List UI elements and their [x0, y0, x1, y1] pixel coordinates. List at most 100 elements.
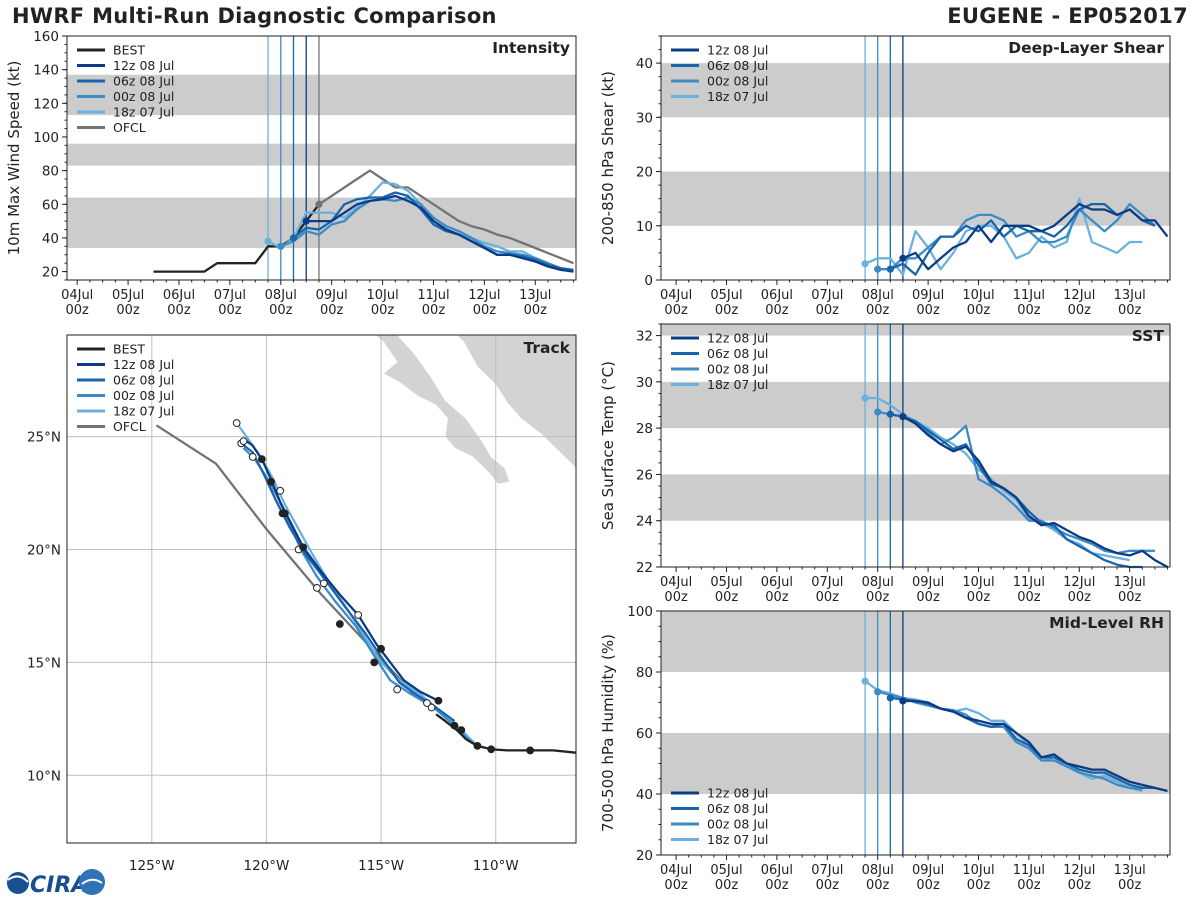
- x-tick-label: 12Jul: [468, 288, 500, 303]
- threshold-band: [661, 611, 1170, 672]
- series-start-point-r12z: [899, 412, 907, 421]
- x-tick-label: 08Jul: [862, 288, 894, 303]
- y-tick-label: 40: [636, 56, 653, 72]
- legend-label: 18z 07 Jul: [707, 377, 768, 392]
- x-tick-label: 00z: [269, 303, 293, 318]
- legend-label: 18z 07 Jul: [113, 105, 174, 120]
- lon-tick-label: 125°W: [129, 858, 175, 874]
- panel-title: Mid-Level RH: [1049, 614, 1164, 632]
- x-tick-label: 00z: [816, 303, 840, 318]
- track-position-dot: [248, 453, 257, 461]
- track-position-dot: [526, 746, 535, 755]
- x-tick-label: 09Jul: [316, 288, 348, 303]
- x-tick-label: 00z: [422, 303, 446, 318]
- threshold-band: [661, 171, 1170, 226]
- series-line-r12z: [902, 415, 1169, 569]
- chart-title: HWRF Multi-Run Diagnostic Comparison: [12, 4, 497, 28]
- x-tick-label: 00z: [524, 303, 548, 318]
- lon-tick-label: 115°W: [358, 858, 404, 874]
- y-tick-label: 140: [33, 63, 59, 79]
- track-position-dot: [377, 644, 386, 653]
- legend-label: 12z 08 Jul: [707, 331, 768, 346]
- x-tick-label: 00z: [473, 303, 497, 318]
- x-tick-label: 00z: [916, 590, 940, 605]
- x-tick-label: 00z: [715, 303, 739, 318]
- track-position-dot: [276, 486, 285, 495]
- legend-label: OFCL: [113, 419, 146, 434]
- series-line-r00z: [877, 202, 1156, 271]
- legend-label: 00z 08 Jul: [707, 362, 768, 377]
- x-tick-label: 11Jul: [1013, 288, 1045, 303]
- logo-wordmark: CIRA: [30, 873, 88, 898]
- legend-label: 12z 08 Jul: [113, 357, 174, 372]
- lat-tick-label: 25°N: [27, 430, 61, 446]
- x-tick-label: 05Jul: [112, 288, 144, 303]
- x-tick-label: 12Jul: [1063, 575, 1095, 590]
- track-position-dot: [257, 455, 266, 464]
- legend-label: 12z 08 Jul: [707, 786, 768, 801]
- x-tick-label: 00z: [320, 303, 344, 318]
- x-tick-label: 00z: [371, 303, 395, 318]
- series-line-r06z: [889, 202, 1156, 276]
- x-tick-label: 13Jul: [1114, 863, 1146, 878]
- x-tick-label: 10Jul: [366, 288, 398, 303]
- lon-tick-label: 110°W: [473, 858, 519, 874]
- x-tick-label: 06Jul: [163, 288, 195, 303]
- y-tick-label: 160: [33, 29, 59, 45]
- x-tick-label: 05Jul: [710, 575, 742, 590]
- ofcl-start-point: [315, 200, 323, 208]
- x-tick-label: 00z: [664, 303, 688, 318]
- legend-label: BEST: [113, 43, 145, 58]
- storm-name: EUGENE - EP052017: [947, 4, 1188, 28]
- series-line-r12z: [902, 699, 1168, 793]
- legend-label: 18z 07 Jul: [707, 832, 768, 847]
- x-tick-label: 00z: [116, 303, 140, 318]
- y-tick-label: 30: [636, 110, 653, 126]
- y-tick-label: 100: [33, 130, 59, 146]
- x-tick-label: 05Jul: [710, 288, 742, 303]
- logo-swoosh-icon: [7, 875, 29, 883]
- threshold-band: [661, 324, 1170, 336]
- y-axis-label: 10m Max Wind Speed (kt): [5, 61, 23, 256]
- series-line-r06z: [292, 191, 574, 272]
- series-start-point-r00z: [874, 408, 882, 416]
- x-tick-label: 04Jul: [660, 575, 692, 590]
- track-position-dot: [278, 509, 287, 518]
- x-tick-label: 00z: [866, 878, 890, 893]
- legend-label: 12z 08 Jul: [707, 43, 768, 58]
- x-tick-label: 06Jul: [761, 575, 793, 590]
- x-tick-label: 00z: [1118, 303, 1142, 318]
- y-tick-label: 10: [636, 219, 653, 235]
- threshold-band: [67, 143, 576, 166]
- x-tick-label: 10Jul: [962, 288, 994, 303]
- x-tick-label: 00z: [1068, 590, 1092, 605]
- panel-title: Track: [524, 339, 571, 357]
- y-tick-label: 20: [636, 165, 653, 181]
- x-tick-label: 09Jul: [912, 288, 944, 303]
- x-tick-label: 13Jul: [1114, 288, 1146, 303]
- x-tick-label: 00z: [765, 878, 789, 893]
- x-tick-label: 08Jul: [862, 863, 894, 878]
- series-line-r12z: [902, 202, 1169, 271]
- sst-panel: 22242628303204Jul00z05Jul00z06Jul00z07Ju…: [599, 323, 1171, 605]
- threshold-band: [661, 63, 1170, 118]
- legend-label: 00z 08 Jul: [113, 388, 174, 403]
- y-tick-label: 24: [636, 514, 653, 530]
- series-line-r18z: [267, 181, 549, 265]
- y-tick-label: 22: [636, 560, 653, 576]
- y-tick-label: 120: [33, 96, 59, 112]
- x-tick-label: 07Jul: [214, 288, 246, 303]
- plot-frame: [66, 334, 577, 844]
- series-start-point-r00z: [874, 688, 882, 696]
- logo-emblem-icon: [79, 869, 105, 895]
- legend-label: 06z 08 Jul: [707, 801, 768, 816]
- x-tick-label: 00z: [1017, 303, 1041, 318]
- x-tick-label: 10Jul: [962, 575, 994, 590]
- x-tick-label: 00z: [1017, 590, 1041, 605]
- x-tick-label: 00z: [1068, 303, 1092, 318]
- track-position-dot: [354, 611, 363, 619]
- y-tick-label: 60: [42, 197, 59, 213]
- legend-label: 18z 07 Jul: [113, 404, 174, 419]
- track-line-r18z: [235, 422, 479, 747]
